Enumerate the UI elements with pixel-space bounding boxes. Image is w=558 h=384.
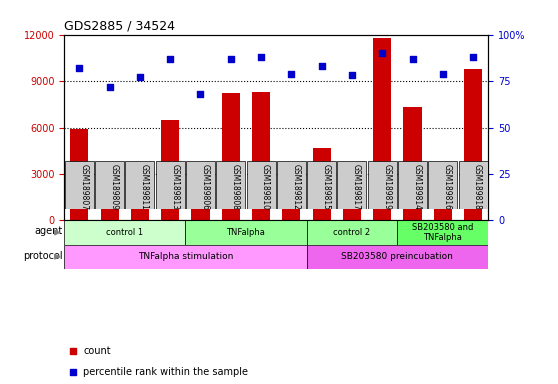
Text: percentile rank within the sample: percentile rank within the sample xyxy=(83,367,248,377)
Text: GSM189819: GSM189819 xyxy=(382,164,391,210)
Bar xyxy=(282,180,300,220)
Text: GSM189817: GSM189817 xyxy=(352,164,361,210)
Bar xyxy=(126,161,155,209)
Bar xyxy=(247,161,276,209)
Text: GSM189809: GSM189809 xyxy=(109,164,119,210)
Point xyxy=(349,96,358,102)
Bar xyxy=(70,129,88,220)
Bar xyxy=(306,220,397,245)
Text: GDS2885 / 34524: GDS2885 / 34524 xyxy=(64,19,175,32)
Text: GSM189808: GSM189808 xyxy=(231,164,240,210)
Text: GSM189810: GSM189810 xyxy=(261,164,270,210)
Text: SB203580 preincubation: SB203580 preincubation xyxy=(341,252,453,261)
Point xyxy=(257,54,266,60)
Bar xyxy=(398,161,427,209)
Text: GSM189818: GSM189818 xyxy=(473,164,482,210)
Bar xyxy=(64,220,185,245)
Point xyxy=(469,54,478,60)
Text: TNFalpha stimulation: TNFalpha stimulation xyxy=(138,252,233,261)
Bar xyxy=(161,120,179,220)
Bar xyxy=(343,175,361,220)
Bar xyxy=(217,161,246,209)
Point xyxy=(166,56,175,62)
Text: GSM189812: GSM189812 xyxy=(291,164,300,210)
Bar xyxy=(277,161,306,209)
Bar xyxy=(373,38,391,220)
Bar xyxy=(65,161,94,209)
Bar xyxy=(338,161,367,209)
Bar xyxy=(131,185,149,220)
Bar xyxy=(306,245,488,269)
Bar xyxy=(368,161,397,209)
Bar xyxy=(191,197,210,220)
Point xyxy=(287,71,296,77)
Point xyxy=(408,56,417,62)
Bar xyxy=(252,92,270,220)
Bar xyxy=(64,245,306,269)
Point xyxy=(349,288,358,294)
Text: control 1: control 1 xyxy=(106,228,143,237)
Bar xyxy=(156,161,185,209)
Text: GSM189807: GSM189807 xyxy=(79,164,88,210)
Bar xyxy=(397,220,488,245)
Text: GSM189806: GSM189806 xyxy=(200,164,209,210)
Text: control 2: control 2 xyxy=(333,228,371,237)
Bar xyxy=(307,161,336,209)
Bar xyxy=(312,148,331,220)
Point xyxy=(378,50,387,56)
Text: GSM189815: GSM189815 xyxy=(321,164,331,210)
Point xyxy=(227,56,235,62)
Text: GSM189811: GSM189811 xyxy=(140,164,149,210)
Text: count: count xyxy=(83,346,111,356)
Bar xyxy=(434,180,452,220)
Point xyxy=(136,74,145,80)
Bar xyxy=(186,161,215,209)
Bar xyxy=(459,161,488,209)
Text: TNFalpha: TNFalpha xyxy=(227,228,266,237)
Bar xyxy=(222,93,240,220)
Bar xyxy=(185,220,306,245)
Text: GSM189813: GSM189813 xyxy=(170,164,179,210)
Bar xyxy=(464,69,482,220)
Bar xyxy=(403,108,422,220)
Point xyxy=(317,63,326,69)
Bar xyxy=(100,186,119,220)
Text: SB203580 and
TNFalpha: SB203580 and TNFalpha xyxy=(412,223,474,242)
Point xyxy=(196,91,205,97)
Point xyxy=(348,73,357,79)
Text: agent: agent xyxy=(35,226,62,236)
Point xyxy=(439,71,448,77)
Point xyxy=(75,65,84,71)
Bar xyxy=(95,161,124,209)
Text: protocol: protocol xyxy=(23,250,62,260)
Text: GSM189814: GSM189814 xyxy=(412,164,421,210)
Bar xyxy=(429,161,458,209)
Text: GSM189816: GSM189816 xyxy=(443,164,452,210)
Point xyxy=(105,84,114,90)
